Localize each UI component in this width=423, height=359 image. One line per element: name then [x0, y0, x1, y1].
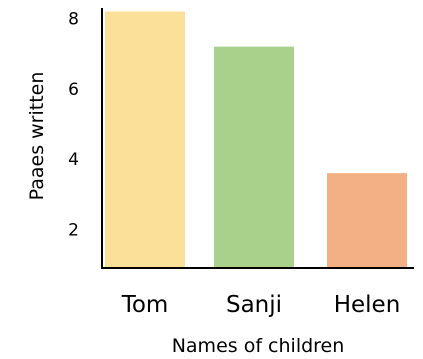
- y-axis-title: Paaes written: [26, 72, 48, 201]
- bar-sanji: [214, 46, 294, 268]
- y-tick-label-8: 8: [68, 10, 79, 30]
- x-tick-label-sanji: Sanji: [226, 292, 282, 318]
- bar-tom: [105, 11, 185, 268]
- bars-group: [105, 11, 407, 268]
- x-tick-label-tom: Tom: [121, 292, 169, 318]
- y-ticks-group: 2 4 6 8: [68, 10, 79, 241]
- y-tick-label-2: 2: [68, 220, 79, 240]
- x-axis-title: Names of children: [172, 335, 345, 357]
- x-tick-label-helen: Helen: [334, 292, 401, 318]
- y-tick-label-6: 6: [68, 80, 79, 100]
- bar-helen: [327, 173, 407, 268]
- x-category-labels-group: Tom Sanji Helen: [121, 292, 401, 318]
- y-tick-label-4: 4: [68, 150, 79, 170]
